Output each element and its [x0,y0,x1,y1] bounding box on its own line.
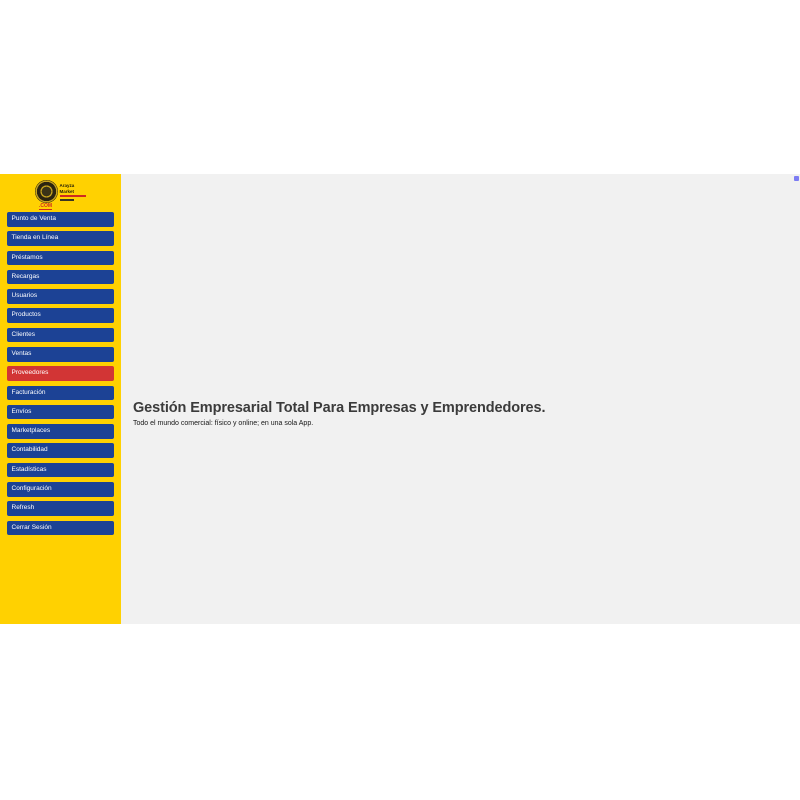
sidebar-item-proveedores[interactable]: Proveedores [7,366,114,381]
corner-widget-icon [794,176,799,181]
sidebar-item-prestamos[interactable]: Préstamos [7,250,114,266]
sidebar-item-productos[interactable]: Productos [7,308,114,323]
main-content: Gestión Empresarial Total Para Empresas … [121,174,800,624]
sidebar-item-clientes[interactable]: Clientes [7,327,114,343]
sidebar-item-tienda-en-linea[interactable]: Tienda en Línea [7,231,114,246]
sidebar-item-usuarios[interactable]: Usuarios [7,289,114,304]
sidebar-item-ventas[interactable]: Ventas [7,346,114,362]
app-window: Arayza Market .COM Punto de Venta Tienda … [0,174,800,624]
sidebar: Arayza Market .COM Punto de Venta Tienda … [0,174,121,624]
brand-logo-icon [34,180,58,203]
sidebar-item-recargas[interactable]: Recargas [7,269,114,285]
sidebar-item-estadisticas[interactable]: Estadísticas [7,462,114,478]
brand-name-line2: Market [59,188,75,194]
brand-tagline-bar [59,198,74,201]
brand-name: Arayza Market [59,183,87,201]
brand-suffix: .COM [39,203,53,210]
brand-name-line1: Arayza [59,183,75,188]
sidebar-item-facturacion[interactable]: Facturación [7,385,114,401]
sidebar-menu: Punto de Venta Tienda en Línea Préstamos Re… [7,212,114,536]
sidebar-item-refresh[interactable]: Refresh [7,501,114,516]
sidebar-item-punto-de-venta[interactable]: Punto de Venta [7,212,114,227]
sidebar-item-envios[interactable]: Envíos [7,404,114,420]
sidebar-item-contabilidad[interactable]: Contabilidad [7,443,114,458]
sidebar-item-marketplaces[interactable]: Marketplaces [7,424,114,439]
page-title: Gestión Empresarial Total Para Empresas … [133,400,546,416]
sidebar-item-configuracion[interactable]: Configuración [7,481,114,497]
page-subtitle: Todo el mundo comercial: físico y online… [133,420,314,427]
brand-red-bar [59,194,86,197]
brand-logo[interactable]: Arayza Market .COM [7,180,114,211]
sidebar-item-cerrar-sesion[interactable]: Cerrar Sesión [7,520,114,536]
